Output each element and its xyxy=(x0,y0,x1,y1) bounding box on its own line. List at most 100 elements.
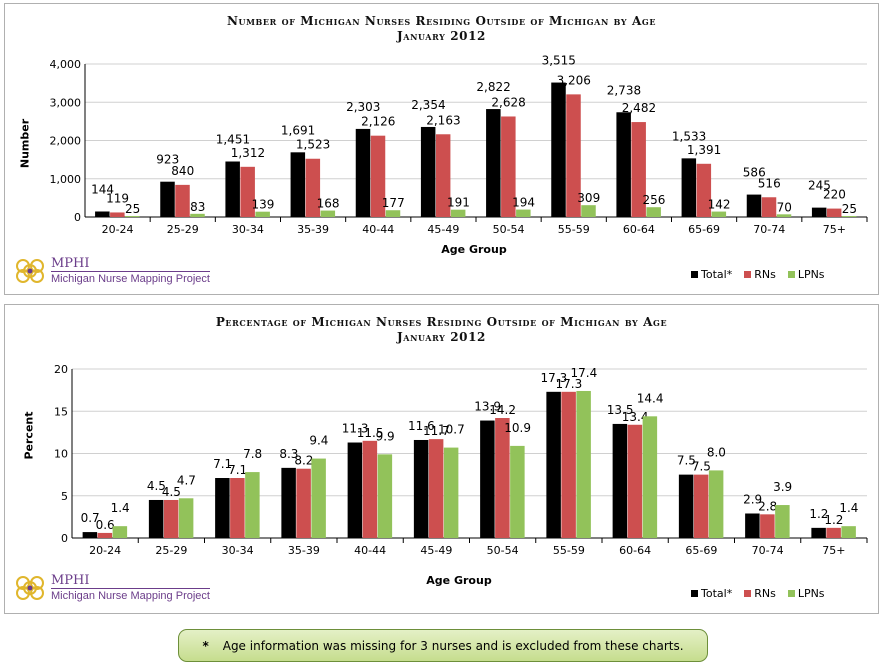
legend-swatch-lpns xyxy=(787,590,795,597)
percent-chart-title: Percentage of Michigan Nurses Residing O… xyxy=(215,315,668,329)
mphi-subtitle-text: Michigan Nurse Mapping Project xyxy=(51,272,210,285)
mphi-logo-icon xyxy=(16,259,44,283)
bar-lpns xyxy=(576,390,591,538)
percent-chart-x-axis-title: Age Group xyxy=(426,574,492,587)
data-label-lpns: 70 xyxy=(777,200,792,214)
count-chart-subtitle: January 2012 xyxy=(396,29,487,43)
legend-item-total: Total* xyxy=(691,268,732,281)
bar-total xyxy=(413,439,429,538)
data-label-lpns: 9.4 xyxy=(309,434,328,448)
data-label-total: 3,515 xyxy=(542,54,576,68)
percent-chart-panel: Percentage of Michigan Nurses Residing O… xyxy=(4,304,879,614)
data-label-total: 1,691 xyxy=(281,123,315,137)
legend-label-lpns: LPNs xyxy=(797,268,825,281)
data-label-total: 4.5 xyxy=(147,479,166,493)
bar-lpns xyxy=(125,216,140,217)
data-label-rns: 119 xyxy=(106,191,129,205)
x-tick-label: 20-24 xyxy=(89,544,121,557)
x-tick-label: 60-64 xyxy=(619,544,651,557)
y-tick-label: 15 xyxy=(54,405,68,418)
bar-total xyxy=(811,207,827,217)
bar-rns xyxy=(696,163,712,217)
data-label-rns: 516 xyxy=(758,176,781,190)
data-label-rns: 4.5 xyxy=(162,485,181,499)
data-label-lpns: 10.7 xyxy=(438,423,465,437)
x-tick-label: 65-69 xyxy=(688,223,720,236)
x-tick-label: 30-34 xyxy=(232,223,264,236)
bar-rns xyxy=(370,135,386,217)
bar-total xyxy=(82,532,98,538)
data-label-lpns: 256 xyxy=(642,193,665,207)
bar-lpns xyxy=(320,210,336,217)
legend-swatch-rns xyxy=(744,271,752,278)
x-tick-label: 40-44 xyxy=(354,544,386,557)
data-label-total: 13.5 xyxy=(607,403,634,417)
bar-total xyxy=(160,181,175,217)
bar-lpns xyxy=(112,526,128,538)
data-label-lpns: 9.9 xyxy=(376,429,395,443)
x-tick-label: 70-74 xyxy=(753,223,785,236)
data-label-rns: 11.5 xyxy=(357,426,384,440)
bar-total xyxy=(281,467,296,538)
bar-total xyxy=(95,211,110,217)
bar-rns xyxy=(175,184,190,217)
data-label-rns: 1,523 xyxy=(296,138,330,152)
bar-total xyxy=(148,499,164,538)
data-label-total: 7.1 xyxy=(213,457,232,471)
legend-swatch-total xyxy=(691,590,698,597)
data-label-total: 13.9 xyxy=(474,400,501,414)
data-label-rns: 14.2 xyxy=(489,403,516,417)
legend-swatch-total xyxy=(691,271,698,278)
bar-total xyxy=(811,527,826,538)
bar-lpns xyxy=(711,211,727,217)
bar-rns xyxy=(428,439,444,538)
bar-rns xyxy=(566,94,581,217)
bar-lpns xyxy=(642,416,658,538)
count-chart-title: Number of Michigan Nurses Residing Outsi… xyxy=(226,14,657,28)
y-tick-label: 4,000 xyxy=(50,58,82,71)
x-tick-label: 55-59 xyxy=(558,223,590,236)
bar-total xyxy=(355,128,371,217)
data-label-rns: 3,206 xyxy=(557,73,591,87)
data-label-rns: 17.3 xyxy=(556,377,583,391)
data-label-total: 11.3 xyxy=(342,422,369,436)
data-label-lpns: 83 xyxy=(190,200,205,214)
footnote-box: * Age information was missing for 3 nurs… xyxy=(178,629,708,662)
bar-lpns xyxy=(178,498,194,538)
bar-rns xyxy=(240,166,255,217)
count-chart-x-axis-title: Age Group xyxy=(441,243,507,256)
data-label-rns: 13.4 xyxy=(622,410,649,424)
percent-chart-subtitle: January 2012 xyxy=(396,330,487,344)
data-label-total: 7.5 xyxy=(677,454,696,468)
mphi-logo: MPHI Michigan Nurse Mapping Project xyxy=(13,256,210,286)
data-label-total: 1,533 xyxy=(672,129,706,143)
y-tick-label: 2,000 xyxy=(50,135,82,148)
bar-rns xyxy=(296,468,311,538)
legend-item-rns: RNs xyxy=(744,587,776,600)
legend-item-lpns: LPNs xyxy=(787,268,825,281)
x-tick-label: 35-39 xyxy=(297,223,329,236)
data-label-rns: 840 xyxy=(171,164,194,178)
bar-total xyxy=(616,112,631,217)
count-chart-panel: Number of Michigan Nurses Residing Outsi… xyxy=(4,3,879,295)
mphi-logo: MPHI Michigan Nurse Mapping Project xyxy=(13,573,210,603)
data-label-total: 17.3 xyxy=(541,371,568,385)
bar-total xyxy=(681,158,697,217)
data-label-rns: 2.8 xyxy=(758,499,777,513)
bar-total xyxy=(347,442,363,538)
y-tick-label: 5 xyxy=(61,490,68,503)
x-tick-label: 65-69 xyxy=(685,544,717,557)
data-label-lpns: 8.0 xyxy=(707,445,726,459)
bar-lpns xyxy=(190,213,205,217)
data-label-total: 923 xyxy=(156,153,179,167)
bar-rns xyxy=(495,418,510,538)
percent-chart-legend: Total* RNs LPNs xyxy=(691,587,825,600)
bar-lpns xyxy=(311,458,326,538)
y-tick-label: 1,000 xyxy=(50,173,82,186)
bar-lpns xyxy=(377,454,393,538)
bar-total xyxy=(678,474,694,538)
x-tick-label: 50-54 xyxy=(487,544,519,557)
data-label-lpns: 17.4 xyxy=(571,366,598,380)
mphi-logo-icon xyxy=(16,576,44,600)
data-label-rns: 1.2 xyxy=(824,513,843,527)
